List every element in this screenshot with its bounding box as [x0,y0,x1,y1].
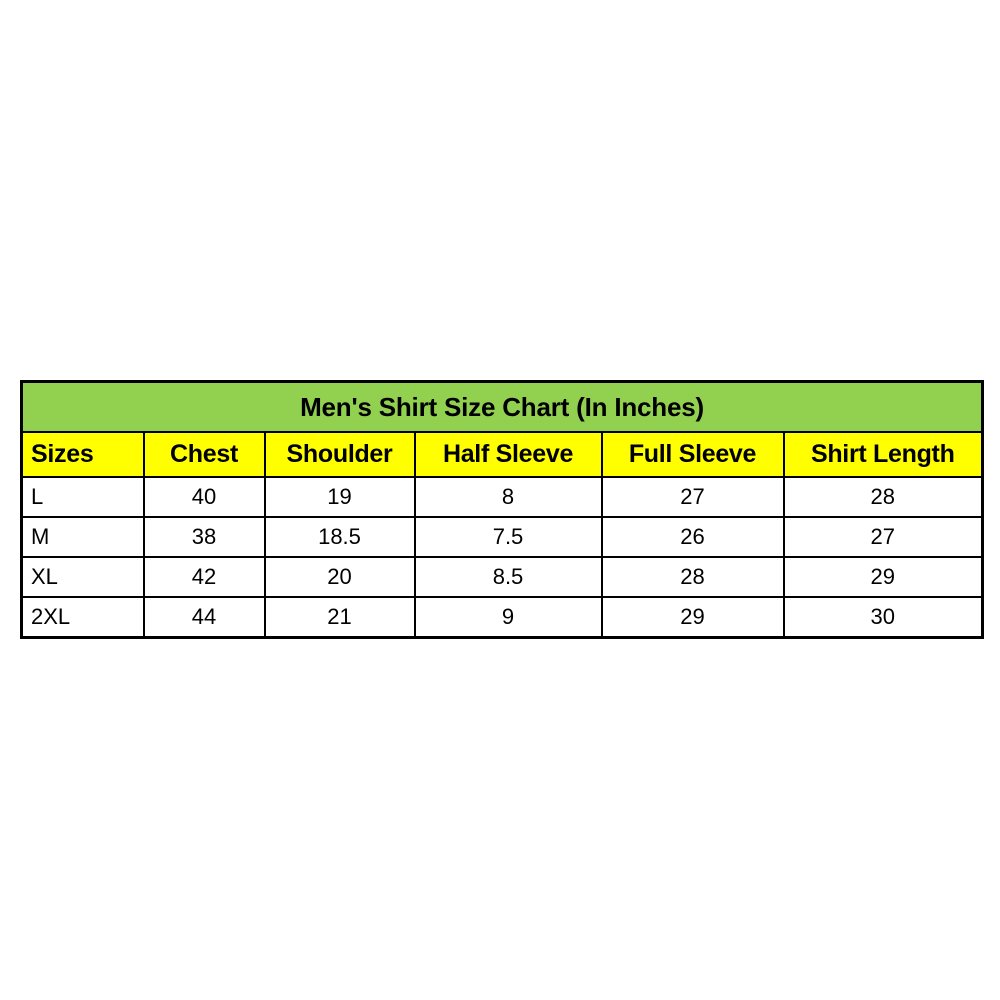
table-row: M 38 18.5 7.5 26 27 [20,516,984,558]
cell-half-sleeve: 7.5 [413,516,603,558]
table-title-row: Men's Shirt Size Chart (In Inches) [20,380,984,433]
chart-title: Men's Shirt Size Chart (In Inches) [20,380,984,433]
cell-size: 2XL [20,596,145,639]
cell-shirt-length: 28 [782,476,984,518]
cell-shoulder: 18.5 [263,516,416,558]
table-header-row: Sizes Chest Shoulder Half Sleeve Full Sl… [20,431,984,478]
cell-shoulder: 20 [263,556,416,598]
cell-shoulder: 19 [263,476,416,518]
column-header-chest: Chest [142,431,266,478]
cell-half-sleeve: 8 [413,476,603,518]
size-chart-table: Men's Shirt Size Chart (In Inches) Sizes… [20,380,985,639]
cell-shirt-length: 27 [782,516,984,558]
cell-full-sleeve: 28 [600,556,785,598]
cell-half-sleeve: 8.5 [413,556,603,598]
cell-half-sleeve: 9 [413,596,603,639]
table-row: 2XL 44 21 9 29 30 [20,596,984,639]
column-header-sizes: Sizes [20,431,145,478]
table-row: L 40 19 8 27 28 [20,476,984,518]
cell-chest: 38 [142,516,266,558]
cell-chest: 42 [142,556,266,598]
cell-full-sleeve: 27 [600,476,785,518]
cell-shirt-length: 30 [782,596,984,639]
column-header-shoulder: Shoulder [263,431,416,478]
cell-full-sleeve: 29 [600,596,785,639]
table-row: XL 42 20 8.5 28 29 [20,556,984,598]
cell-shirt-length: 29 [782,556,984,598]
cell-size: M [20,516,145,558]
cell-size: L [20,476,145,518]
column-header-half-sleeve: Half Sleeve [413,431,603,478]
cell-size: XL [20,556,145,598]
column-header-shirt-length: Shirt Length [782,431,984,478]
cell-chest: 44 [142,596,266,639]
cell-chest: 40 [142,476,266,518]
cell-full-sleeve: 26 [600,516,785,558]
column-header-full-sleeve: Full Sleeve [600,431,785,478]
cell-shoulder: 21 [263,596,416,639]
